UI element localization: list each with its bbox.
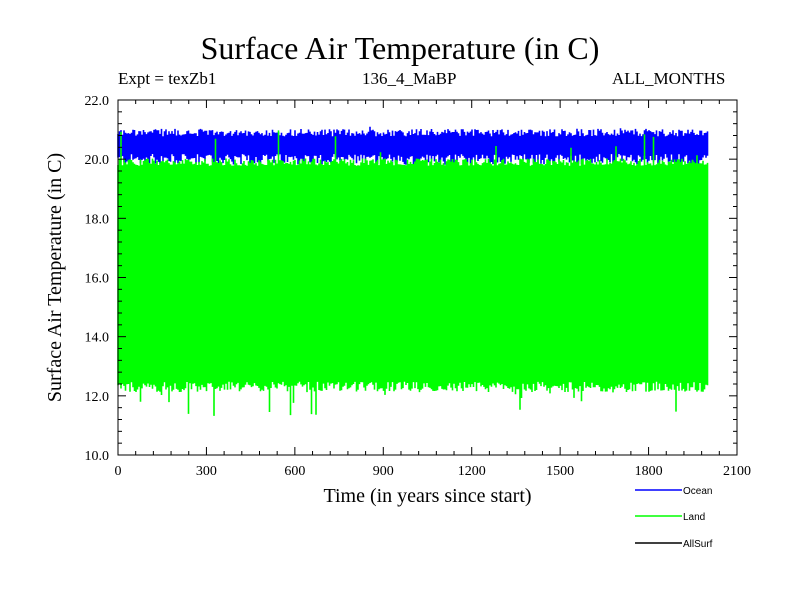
x-tick-label: 1500 (546, 464, 574, 479)
legend-label-allsurf: AllSurf (683, 539, 713, 550)
x-tick-label: 900 (373, 464, 394, 479)
series-ocean (117, 126, 709, 165)
y-tick-label: 22.0 (85, 94, 110, 109)
y-axis-title: Surface Air Temperature (in C) (44, 153, 66, 402)
period-label: 136_4_MaBP (362, 69, 457, 88)
legend: Ocean Land AllSurf (635, 486, 713, 550)
series-layer (117, 126, 709, 416)
legend-label-ocean: Ocean (683, 486, 712, 497)
x-tick-label: 1200 (458, 464, 486, 479)
tick-layer: 0 300 600 900 1200 1500 1800 2100 10.0 12.0 14.0 16… (85, 94, 752, 479)
y-tick-label: 20.0 (85, 153, 110, 168)
x-axis-title: Time (in years since start) (323, 485, 531, 507)
series-land (117, 130, 709, 416)
x-tick-label: 0 (115, 464, 122, 479)
y-tick-label: 16.0 (85, 272, 110, 287)
y-tick-label: 18.0 (85, 212, 110, 227)
x-tick-label: 600 (284, 464, 305, 479)
x-tick-label: 2100 (723, 464, 751, 479)
chart-title: Surface Air Temperature (in C) (200, 30, 600, 66)
experiment-label: Expt = texZb1 (118, 69, 217, 88)
y-tick-label: 12.0 (85, 390, 110, 405)
months-label: ALL_MONTHS (612, 69, 726, 88)
legend-label-land: Land (683, 512, 705, 523)
x-tick-label: 1800 (635, 464, 663, 479)
y-tick-label: 10.0 (85, 449, 110, 464)
x-tick-label: 300 (196, 464, 217, 479)
y-tick-label: 14.0 (85, 331, 110, 346)
